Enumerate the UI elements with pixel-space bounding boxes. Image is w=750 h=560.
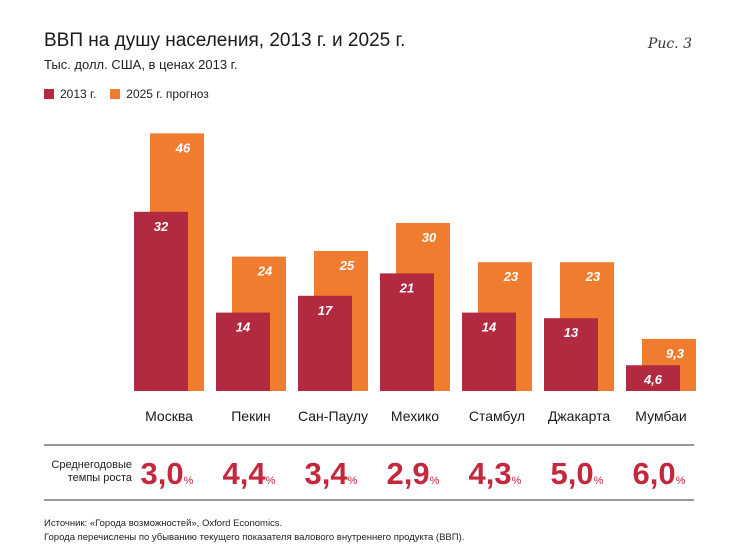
legend: 2013 г. 2025 г. прогноз — [44, 87, 223, 101]
growth-rate-value: 5,0% — [551, 456, 604, 491]
category-label: Мехико — [391, 408, 439, 424]
bar-2013 — [462, 312, 516, 391]
legend-item-2025: 2025 г. прогноз — [110, 87, 209, 101]
chart-subtitle: Тыс. долл. США, в ценах 2013 г. — [44, 57, 238, 72]
data-label-2013: 13 — [564, 325, 579, 340]
source-line-1: Источник: «Города возможностей», Oxford … — [44, 518, 283, 529]
growth-rate-value: 3,0% — [141, 456, 194, 491]
growth-rate-value: 4,4% — [223, 456, 276, 491]
legend-label-2013: 2013 г. — [60, 87, 97, 101]
source-line-2: Города перечислены по убыванию текущего … — [44, 532, 465, 543]
data-label-2025: 23 — [585, 269, 601, 284]
category-label: Стамбул — [469, 408, 525, 424]
data-label-2013: 14 — [236, 320, 251, 335]
bar-2013 — [544, 318, 598, 391]
growth-rate-value: 4,3% — [469, 456, 522, 491]
category-label: Джакарта — [548, 408, 611, 424]
data-label-2013: 21 — [399, 280, 414, 295]
bar-2013 — [626, 365, 680, 391]
data-label-2013: 17 — [318, 303, 333, 318]
growth-rate-value: 3,4% — [305, 456, 358, 491]
growth-rate-value: 6,0% — [633, 456, 686, 491]
figure-label: Рис. 3 — [647, 36, 692, 52]
bar-2013 — [216, 312, 270, 391]
category-label: Москва — [145, 408, 193, 424]
category-label: Пекин — [231, 408, 271, 424]
legend-swatch-2025 — [110, 89, 121, 99]
bar-2013 — [380, 273, 434, 391]
data-label-2013: 14 — [482, 320, 497, 335]
legend-label-2025: 2025 г. прогноз — [126, 87, 209, 101]
category-label: Сан-Паулу — [298, 408, 368, 424]
data-label-2025: 30 — [422, 230, 437, 245]
data-label-2025: 23 — [503, 269, 519, 284]
data-label-2025: 25 — [339, 258, 355, 273]
growth-rate-label: Среднегодовые темпы роста — [51, 459, 132, 484]
bar-2013 — [298, 295, 352, 391]
growth-rate-value: 2,9% — [387, 456, 440, 491]
bar-2013 — [134, 211, 188, 391]
chart-title: ВВП на душу населения, 2013 г. и 2025 г. — [44, 30, 406, 51]
data-label-2025: 24 — [257, 264, 273, 279]
data-label-2025: 46 — [175, 140, 191, 155]
data-label-2013: 4,6 — [643, 372, 663, 387]
data-label-2025: 9,3 — [666, 346, 685, 361]
data-label-2013: 32 — [154, 219, 169, 234]
source-note: Источник: «Города возможностей», Oxford … — [44, 517, 464, 545]
legend-item-2013: 2013 г. — [44, 87, 96, 101]
category-label: Мумбаи — [635, 408, 686, 424]
legend-swatch-2013 — [44, 89, 54, 99]
